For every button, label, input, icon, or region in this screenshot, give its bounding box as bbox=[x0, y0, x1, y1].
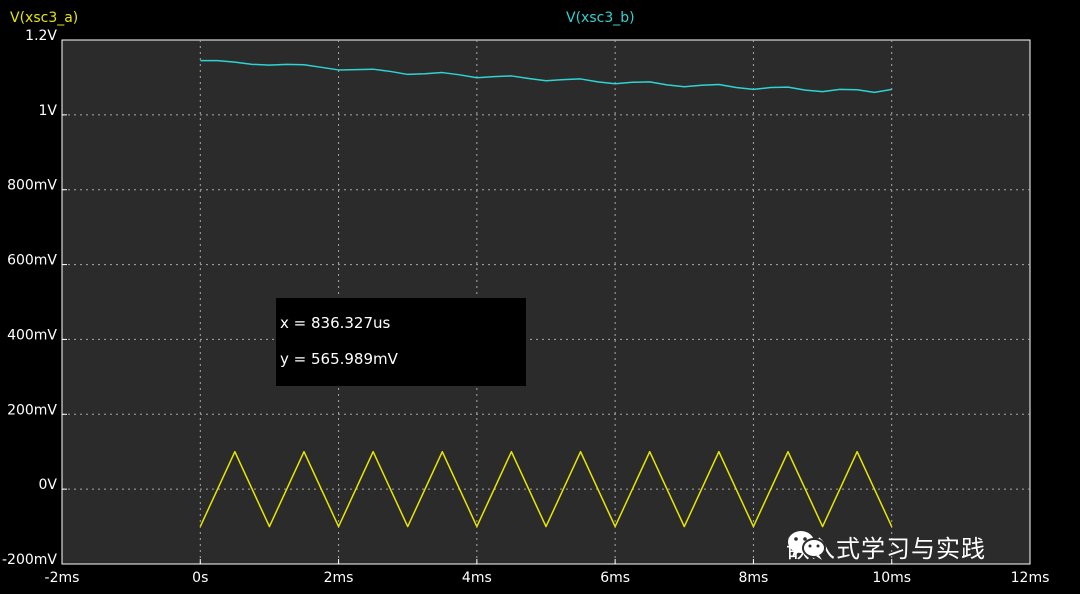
y-tick-label: 200mV bbox=[7, 402, 57, 418]
y-tick-label: 1.2V bbox=[25, 28, 57, 44]
cursor-y-readout: y = 565.989mV bbox=[280, 350, 398, 368]
series-layer bbox=[199, 59, 893, 528]
y-tick-label: 1V bbox=[39, 103, 58, 119]
y-tick-label: 400mV bbox=[7, 327, 57, 343]
y-tick-label: 800mV bbox=[7, 178, 57, 194]
series-a-label: V(xsc3_a) bbox=[10, 10, 78, 26]
x-tick-label: 12ms bbox=[1011, 570, 1050, 586]
watermark: 嵌入式学习与实践 bbox=[786, 528, 986, 564]
wechat-icon bbox=[788, 531, 826, 560]
x-tick-label: 2ms bbox=[324, 570, 354, 586]
cursor-readout-box: x = 836.327us y = 565.989mV bbox=[276, 298, 526, 386]
series-a-line bbox=[199, 450, 893, 528]
y-tick-label: 600mV bbox=[7, 253, 57, 269]
x-tick-label: -2ms bbox=[45, 570, 80, 586]
series-b-line bbox=[200, 59, 892, 94]
y-tick-label: 0V bbox=[39, 477, 58, 493]
series-b-label: V(xsc3_b) bbox=[566, 10, 635, 26]
x-tick-label: 10ms bbox=[872, 570, 911, 586]
plot-area bbox=[61, 39, 1031, 565]
y-tick-label: -200mV bbox=[2, 552, 57, 568]
x-tick-label: 6ms bbox=[600, 570, 630, 586]
x-tick-label: 8ms bbox=[739, 570, 769, 586]
cursor-x-readout: x = 836.327us bbox=[280, 314, 391, 332]
tick-layer: -2ms 0s 2ms 4ms 6ms 8ms 10ms 12ms 1.2V 1V 800mV 600… bbox=[2, 28, 1049, 586]
x-tick-label: 0s bbox=[192, 570, 208, 586]
x-tick-label: 4ms bbox=[462, 570, 492, 586]
